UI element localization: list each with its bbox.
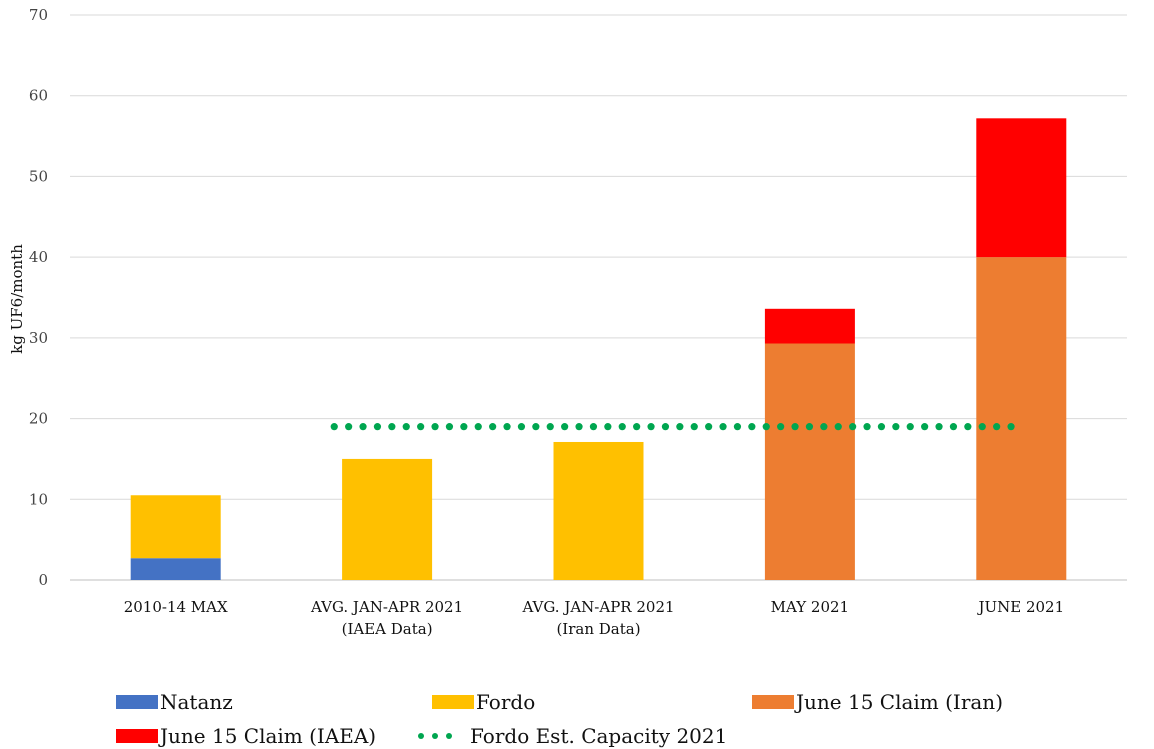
reference-line-dot: [359, 423, 367, 431]
y-tick-label: 60: [29, 87, 48, 105]
reference-line-dot: [978, 423, 986, 431]
reference-line-dot: [1007, 423, 1015, 431]
category-label: AVG. JAN-APR 2021 (Iran Data): [521, 598, 674, 638]
reference-line: [330, 423, 1015, 431]
reference-line-dot: [489, 423, 497, 431]
reference-line-dot: [906, 423, 914, 431]
reference-line-dot: [993, 423, 1001, 431]
reference-line-dot: [460, 423, 468, 431]
reference-line-dot: [791, 423, 799, 431]
reference-line-dot: [618, 423, 626, 431]
category-labels: 2010-14 MAX AVG. JAN-APR 2021 (IAEA Data) A…: [124, 598, 1064, 638]
legend-label-fordo: Fordo: [476, 690, 536, 714]
reference-line-dot: [805, 423, 814, 431]
bar-segment-june-15-claim-iran: [976, 257, 1067, 580]
reference-line-dot: [690, 423, 698, 431]
reference-line-dot: [532, 423, 540, 431]
reference-line-dot: [517, 423, 526, 431]
reference-line-dot: [820, 423, 828, 431]
reference-line-dot: [633, 423, 641, 431]
y-tick-labels: 0 10 20 30 40 50 60 70: [29, 6, 48, 589]
y-tick-label: 70: [29, 6, 48, 24]
reference-line-dot: [388, 423, 396, 431]
reference-line-dot: [561, 423, 569, 431]
reference-line-dot: [863, 423, 871, 431]
legend-label-iran-claim: June 15 Claim (Iran): [796, 690, 1003, 714]
reference-line-dot: [935, 423, 943, 431]
reference-line-dot: [546, 423, 554, 431]
bar-segment-june-15-claim-iran: [764, 343, 855, 580]
legend-item-fordo: Fordo: [432, 690, 535, 714]
legend-swatch-iran-claim: [752, 695, 794, 709]
reference-line-dot: [949, 423, 958, 431]
reference-line-dot: [474, 423, 482, 431]
legend-item-iaea-claim: June 15 Claim (IAEA): [116, 724, 376, 748]
reference-line-dot: [402, 423, 410, 431]
category-label: AVG. JAN-APR 2021 (IAEA Data): [310, 598, 463, 638]
reference-line-dot: [877, 423, 886, 431]
category-label: MAY 2021: [771, 598, 849, 616]
reference-line-dot: [503, 423, 511, 431]
reference-line-dot: [445, 423, 454, 431]
reference-line-dot: [849, 423, 857, 431]
reference-line-dot: [647, 423, 655, 431]
category-label: JUNE 2021: [976, 598, 1064, 616]
bar-segment-fordo: [342, 458, 433, 580]
legend-swatch-fordo: [432, 695, 474, 709]
legend: Natanz Fordo June 15 Claim (Iran) June 1…: [0, 684, 1154, 749]
reference-line-dot: [575, 423, 583, 431]
legend-label-fordo-capacity: Fordo Est. Capacity 2021: [470, 724, 728, 748]
reference-line-dot: [892, 423, 900, 431]
y-tick-label: 0: [38, 571, 48, 589]
y-tick-label: 20: [29, 410, 48, 428]
legend-label-iaea-claim: June 15 Claim (IAEA): [160, 724, 377, 748]
y-tick-label: 30: [29, 329, 48, 347]
legend-label-natanz: Natanz: [160, 690, 233, 714]
gridlines: [70, 14, 1127, 581]
y-tick-label: 50: [29, 167, 48, 185]
reference-line-dot: [834, 423, 842, 431]
bar-segment-june-15-claim-iaea: [764, 308, 855, 344]
reference-line-dot: [964, 423, 972, 431]
reference-line-dot: [330, 423, 338, 431]
reference-line-dot: [417, 423, 425, 431]
legend-item-natanz: Natanz: [116, 690, 233, 714]
reference-line-dot: [373, 423, 382, 431]
bar-segment-fordo: [553, 441, 644, 580]
reference-line-dot: [431, 423, 439, 431]
y-tick-label: 10: [29, 490, 48, 508]
reference-line-dot: [604, 423, 612, 431]
bar-segment-june-15-claim-iaea: [976, 118, 1067, 258]
y-axis-label: kg UF6/month: [8, 244, 26, 354]
legend-item-fordo-capacity: Fordo Est. Capacity 2021: [414, 724, 727, 748]
legend-item-iran-claim: June 15 Claim (Iran): [752, 690, 1003, 714]
bar-segment-natanz: [130, 558, 221, 580]
reference-line-dot: [676, 423, 684, 431]
reference-line-dot: [921, 423, 929, 431]
legend-swatch-iaea-claim: [116, 729, 158, 743]
reference-line-dot: [345, 423, 353, 431]
reference-line-dot: [719, 423, 727, 431]
reference-line-dot: [748, 423, 756, 431]
legend-swatch-natanz: [116, 695, 158, 709]
legend-dots-fordo-capacity: [414, 729, 456, 743]
reference-line-dot: [777, 423, 785, 431]
category-label: 2010-14 MAX: [124, 598, 228, 616]
reference-line-dot: [661, 423, 670, 431]
reference-line-dot: [705, 423, 713, 431]
reference-line-dot: [762, 423, 770, 431]
bars: [130, 118, 1067, 580]
y-tick-label: 40: [29, 248, 48, 266]
reference-line-dot: [589, 423, 598, 431]
reference-line-dot: [733, 423, 742, 431]
bar-segment-fordo: [130, 495, 221, 559]
